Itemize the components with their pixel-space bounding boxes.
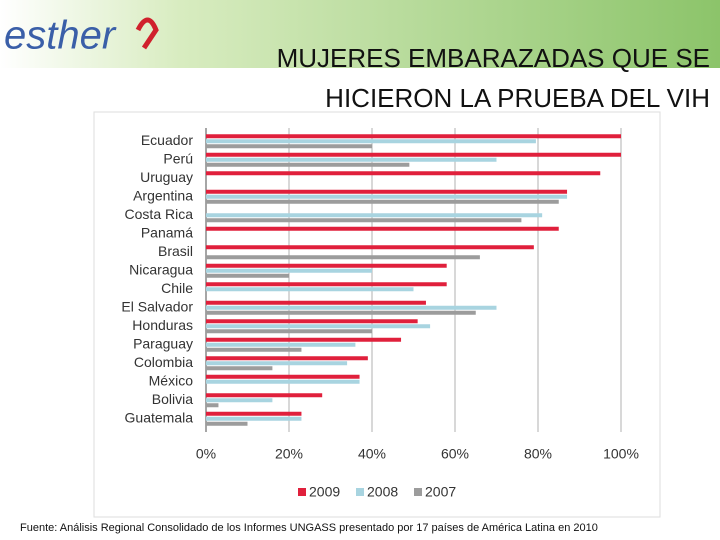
x-tick-label: 80% [524, 446, 552, 462]
bar [206, 226, 559, 231]
bar [206, 361, 348, 366]
legend-label: 2008 [367, 484, 398, 500]
bar [206, 411, 302, 416]
y-tick-label: Guatemala [125, 409, 194, 425]
bar [206, 139, 536, 144]
bar [206, 324, 431, 329]
title-line: MUJERES EMBARAZADAS QUE SE [277, 43, 710, 73]
header-band [0, 0, 720, 68]
bar [206, 282, 447, 287]
bar [206, 319, 418, 324]
bar [206, 393, 323, 398]
bar [206, 255, 480, 260]
bar [206, 218, 522, 223]
y-tick-label: El Salvador [121, 298, 193, 314]
y-tick-label: Brasil [158, 243, 193, 259]
bar [206, 134, 621, 139]
legend-swatch [414, 488, 422, 496]
source: Fuente: Análisis Regional Consolidado de… [20, 522, 598, 534]
bar [206, 245, 534, 250]
bar [206, 403, 219, 408]
title-line: HICIERON LA PRUEBA DEL VIH [325, 83, 710, 113]
x-tick-label: 40% [358, 446, 386, 462]
bar [206, 374, 360, 379]
x-tick-label: 60% [441, 446, 469, 462]
y-tick-label: Bolivia [152, 391, 193, 407]
bar [206, 171, 601, 176]
bar [206, 287, 414, 292]
legend-label: 2009 [309, 484, 340, 500]
bar [206, 189, 568, 194]
bar [206, 398, 273, 403]
bar [206, 421, 248, 426]
legend-swatch [356, 488, 364, 496]
bar [206, 342, 356, 347]
logo: esther [4, 14, 117, 58]
y-tick-label: Uruguay [140, 169, 193, 185]
bar [206, 144, 372, 149]
x-tick-label: 20% [275, 446, 303, 462]
bar [206, 263, 447, 268]
bar [206, 416, 302, 421]
bar [206, 356, 368, 361]
bar [206, 268, 372, 273]
x-tick-label: 0% [196, 446, 216, 462]
bar [206, 194, 568, 199]
y-tick-label: Costa Rica [125, 206, 194, 222]
y-tick-label: Nicaragua [129, 261, 193, 277]
bar [206, 152, 621, 157]
y-tick-label: Argentina [133, 187, 193, 203]
x-tick-label: 100% [603, 446, 639, 462]
bar [206, 273, 289, 278]
legend-label: 2007 [425, 484, 456, 500]
legend-swatch [298, 488, 306, 496]
bar [206, 366, 273, 371]
y-tick-label: Chile [161, 280, 193, 296]
y-tick-label: Ecuador [141, 132, 193, 148]
bar [206, 213, 543, 218]
y-tick-label: Paraguay [133, 335, 193, 351]
bar [206, 162, 410, 167]
bar [206, 199, 559, 204]
bar [206, 337, 402, 342]
bar [206, 157, 497, 162]
y-tick-label: Colombia [134, 354, 193, 370]
y-tick-label: Honduras [132, 317, 193, 333]
bar [206, 329, 372, 334]
bar [206, 300, 426, 305]
bar [206, 310, 476, 315]
bar [206, 305, 497, 310]
y-tick-label: Perú [163, 150, 193, 166]
bar [206, 379, 360, 384]
bar [206, 347, 302, 352]
y-tick-label: México [149, 372, 194, 388]
y-tick-label: Panamá [141, 224, 193, 240]
logo-ribbon [135, 17, 159, 50]
